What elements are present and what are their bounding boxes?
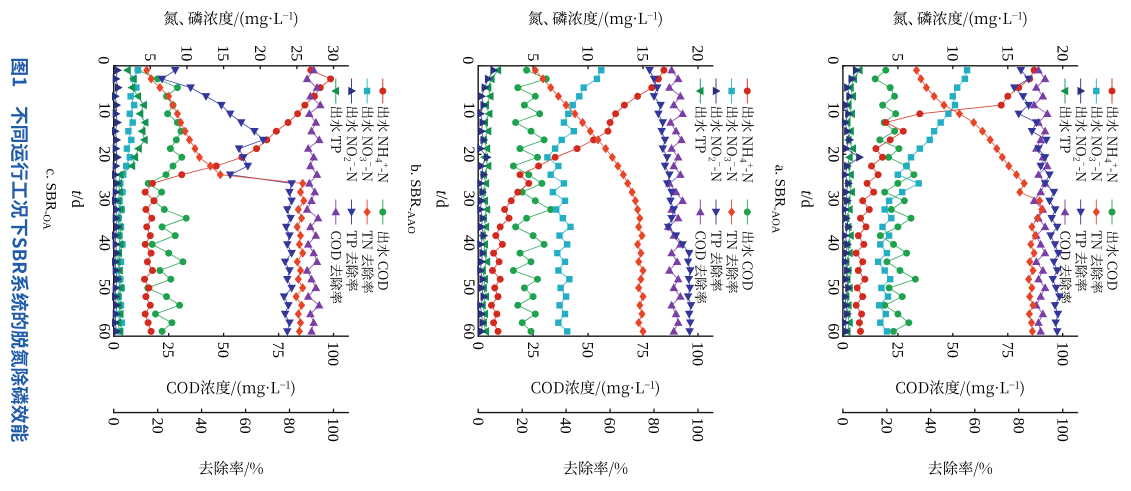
svg-text:80: 80: [1009, 418, 1027, 434]
svg-text:0: 0: [459, 56, 477, 64]
svg-text:10: 10: [943, 45, 961, 61]
svg-text:10: 10: [96, 102, 114, 118]
svg-text:25: 25: [159, 342, 177, 358]
svg-text:80: 80: [645, 418, 663, 434]
svg-text:100: 100: [689, 342, 707, 366]
svg-text:20: 20: [1053, 45, 1071, 61]
svg-text:40: 40: [825, 235, 843, 251]
svg-text:100: 100: [1053, 418, 1071, 442]
svg-text:20: 20: [96, 146, 114, 162]
svg-text:0: 0: [104, 418, 122, 426]
svg-text:30: 30: [460, 191, 478, 207]
svg-text:0: 0: [469, 342, 487, 350]
svg-text:30: 30: [825, 191, 843, 207]
svg-text:80: 80: [280, 418, 298, 434]
svg-text:20: 20: [251, 45, 269, 61]
svg-text:60: 60: [825, 323, 843, 339]
svg-text:15: 15: [998, 45, 1016, 61]
svg-text:t/d: t/d: [433, 190, 452, 208]
svg-text:0: 0: [834, 342, 852, 350]
svg-text:5: 5: [524, 53, 542, 61]
svg-text:50: 50: [825, 279, 843, 295]
svg-text:30: 30: [96, 191, 114, 207]
svg-text:30: 30: [324, 45, 342, 61]
svg-text:50: 50: [579, 342, 597, 358]
svg-text:60: 60: [236, 418, 254, 434]
svg-text:0: 0: [824, 56, 842, 64]
svg-text:20: 20: [148, 418, 166, 434]
svg-text:40: 40: [96, 235, 114, 251]
svg-text:75: 75: [998, 342, 1016, 358]
svg-text:5: 5: [889, 53, 907, 61]
svg-text:t/d: t/d: [797, 190, 816, 208]
svg-text:25: 25: [889, 342, 907, 358]
svg-text:10: 10: [825, 102, 843, 118]
svg-text:50: 50: [214, 342, 232, 358]
svg-text:50: 50: [460, 279, 478, 295]
svg-text:50: 50: [96, 279, 114, 295]
svg-text:60: 60: [96, 323, 114, 339]
svg-text:20: 20: [825, 146, 843, 162]
svg-text:20: 20: [460, 146, 478, 162]
svg-text:40: 40: [557, 418, 575, 434]
svg-text:100: 100: [324, 342, 342, 366]
svg-text:5: 5: [141, 53, 159, 61]
svg-text:10: 10: [579, 45, 597, 61]
svg-text:20: 20: [878, 418, 896, 434]
svg-text:100: 100: [689, 418, 707, 442]
svg-text:15: 15: [634, 45, 652, 61]
svg-text:75: 75: [634, 342, 652, 358]
svg-text:25: 25: [288, 45, 306, 61]
svg-text:10: 10: [460, 102, 478, 118]
svg-text:75: 75: [269, 342, 287, 358]
svg-text:50: 50: [943, 342, 961, 358]
svg-text:40: 40: [460, 235, 478, 251]
svg-text:40: 40: [192, 418, 210, 434]
svg-text:0: 0: [95, 56, 113, 64]
svg-text:0: 0: [834, 418, 852, 426]
svg-text:10: 10: [178, 45, 196, 61]
svg-text:100: 100: [1053, 342, 1071, 366]
svg-text:60: 60: [965, 418, 983, 434]
svg-text:25: 25: [524, 342, 542, 358]
svg-text:100: 100: [324, 418, 342, 442]
svg-text:20: 20: [513, 418, 531, 434]
svg-text:t/d: t/d: [68, 190, 87, 208]
svg-text:0: 0: [104, 342, 122, 350]
svg-text:60: 60: [601, 418, 619, 434]
svg-text:0: 0: [469, 418, 487, 426]
svg-text:20: 20: [689, 45, 707, 61]
svg-text:60: 60: [460, 323, 478, 339]
svg-text:15: 15: [214, 45, 232, 61]
svg-text:40: 40: [921, 418, 939, 434]
